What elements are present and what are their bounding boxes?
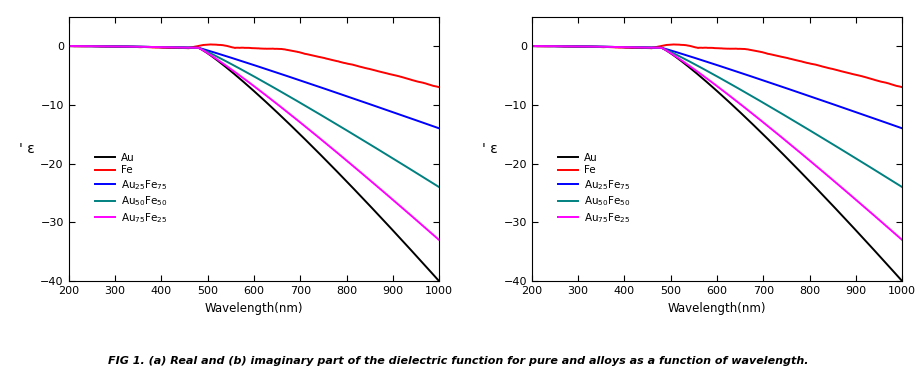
Line: Au$_{25}$Fe$_{75}$: Au$_{25}$Fe$_{75}$ [532, 46, 902, 128]
Line: Fe: Fe [69, 44, 439, 87]
Au [527, 44, 538, 48]
Au$_{50}$Fe$_{50}$ [226, 62, 237, 67]
Au$_{50}$Fe$_{50}$ [63, 44, 74, 48]
Fe [227, 45, 238, 50]
Au [359, 198, 370, 202]
Au$_{75}$Fe$_{25}$ [213, 58, 224, 63]
Fe [823, 65, 834, 70]
Au$_{50}$Fe$_{50}$ [822, 139, 833, 143]
Au$_{25}$Fe$_{75}$ [213, 51, 224, 56]
Au$_{75}$Fe$_{25}$ [359, 173, 370, 178]
Fe [815, 64, 826, 68]
Fe [63, 44, 74, 48]
Au$_{25}$Fe$_{75}$ [815, 98, 826, 102]
Au$_{75}$Fe$_{25}$ [318, 139, 329, 143]
Fe [677, 43, 688, 47]
Au$_{25}$Fe$_{75}$ [63, 44, 74, 48]
Fe [781, 56, 792, 60]
Au$_{75}$Fe$_{25}$ [226, 68, 237, 72]
Line: Au$_{50}$Fe$_{50}$: Au$_{50}$Fe$_{50}$ [532, 46, 902, 187]
Au$_{25}$Fe$_{75}$ [897, 126, 908, 131]
Au$_{50}$Fe$_{50}$ [101, 44, 112, 48]
Au [676, 59, 687, 64]
Au$_{50}$Fe$_{50}$ [897, 185, 908, 189]
Au$_{75}$Fe$_{25}$ [352, 168, 363, 172]
Fe [205, 42, 216, 47]
Fe [318, 56, 329, 60]
X-axis label: Wavelength(nm): Wavelength(nm) [204, 302, 303, 314]
Au [63, 44, 74, 48]
Au [318, 155, 329, 159]
X-axis label: Wavelength(nm): Wavelength(nm) [668, 302, 767, 314]
Au$_{50}$Fe$_{50}$ [352, 135, 363, 139]
Au$_{75}$Fe$_{25}$ [822, 173, 833, 178]
Au [780, 155, 791, 159]
Au$_{75}$Fe$_{25}$ [780, 139, 791, 143]
Au$_{50}$Fe$_{50}$ [359, 139, 370, 143]
Au$_{25}$Fe$_{75}$ [101, 44, 112, 48]
Au$_{25}$Fe$_{75}$ [318, 86, 329, 90]
Au [101, 44, 112, 48]
Fe [359, 65, 370, 70]
Line: Fe: Fe [532, 44, 902, 87]
Au$_{50}$Fe$_{50}$ [433, 185, 444, 189]
Au [815, 191, 826, 195]
Au$_{25}$Fe$_{75}$ [690, 56, 701, 60]
Au$_{75}$Fe$_{25}$ [63, 44, 74, 48]
Au$_{25}$Fe$_{75}$ [433, 126, 444, 131]
Line: Au$_{25}$Fe$_{75}$: Au$_{25}$Fe$_{75}$ [69, 46, 439, 128]
Line: Au: Au [69, 46, 439, 281]
Fe [690, 45, 701, 50]
Au$_{75}$Fe$_{25}$ [433, 238, 444, 242]
Line: Au: Au [532, 46, 902, 281]
Y-axis label: ' ε: ' ε [18, 142, 34, 156]
Fe [897, 85, 908, 90]
Y-axis label: ' ε: ' ε [482, 142, 497, 156]
Line: Au$_{75}$Fe$_{25}$: Au$_{75}$Fe$_{25}$ [532, 46, 902, 240]
Au$_{25}$Fe$_{75}$ [564, 44, 575, 48]
Au [352, 191, 363, 195]
Text: FIG 1. (a) Real and (b) imaginary part of the dielectric function for pure and a: FIG 1. (a) Real and (b) imaginary part o… [108, 356, 808, 366]
Au$_{50}$Fe$_{50}$ [676, 55, 687, 60]
Au$_{50}$Fe$_{50}$ [527, 44, 538, 48]
Au$_{25}$Fe$_{75}$ [676, 51, 687, 56]
Line: Au$_{50}$Fe$_{50}$: Au$_{50}$Fe$_{50}$ [69, 46, 439, 187]
Fe [101, 44, 112, 49]
Au$_{50}$Fe$_{50}$ [815, 135, 826, 139]
Au$_{25}$Fe$_{75}$ [352, 98, 363, 102]
Au$_{50}$Fe$_{50}$ [690, 62, 701, 67]
Au$_{25}$Fe$_{75}$ [359, 100, 370, 104]
Au [564, 44, 575, 48]
Au$_{50}$Fe$_{50}$ [318, 114, 329, 118]
Au [690, 70, 701, 74]
Au [226, 70, 237, 74]
Fe [564, 44, 575, 49]
Au$_{75}$Fe$_{25}$ [101, 44, 112, 48]
Au [897, 279, 908, 283]
Au$_{25}$Fe$_{75}$ [226, 56, 237, 60]
Au$_{75}$Fe$_{25}$ [815, 168, 826, 172]
Au$_{75}$Fe$_{25}$ [527, 44, 538, 48]
Fe [353, 64, 364, 68]
Legend: Au, Fe, Au$_{25}$Fe$_{75}$, Au$_{50}$Fe$_{50}$, Au$_{75}$Fe$_{25}$: Au, Fe, Au$_{25}$Fe$_{75}$, Au$_{50}$Fe$… [93, 151, 169, 226]
Au$_{75}$Fe$_{25}$ [690, 68, 701, 72]
Line: Au$_{75}$Fe$_{25}$: Au$_{75}$Fe$_{25}$ [69, 46, 439, 240]
Fe [433, 85, 444, 90]
Legend: Au, Fe, Au$_{25}$Fe$_{75}$, Au$_{50}$Fe$_{50}$, Au$_{75}$Fe$_{25}$: Au, Fe, Au$_{25}$Fe$_{75}$, Au$_{50}$Fe$… [555, 151, 632, 226]
Au$_{25}$Fe$_{75}$ [822, 100, 833, 104]
Au$_{75}$Fe$_{25}$ [676, 58, 687, 63]
Fe [527, 44, 538, 48]
Au$_{75}$Fe$_{25}$ [564, 44, 575, 48]
Au$_{50}$Fe$_{50}$ [213, 55, 224, 60]
Fe [213, 43, 224, 47]
Au [822, 198, 833, 202]
Au$_{50}$Fe$_{50}$ [780, 114, 791, 118]
Au$_{75}$Fe$_{25}$ [897, 238, 908, 242]
Au$_{25}$Fe$_{75}$ [527, 44, 538, 48]
Au [213, 59, 224, 64]
Au$_{25}$Fe$_{75}$ [780, 86, 791, 90]
Fe [668, 42, 679, 47]
Au$_{50}$Fe$_{50}$ [564, 44, 575, 48]
Au [433, 279, 444, 283]
